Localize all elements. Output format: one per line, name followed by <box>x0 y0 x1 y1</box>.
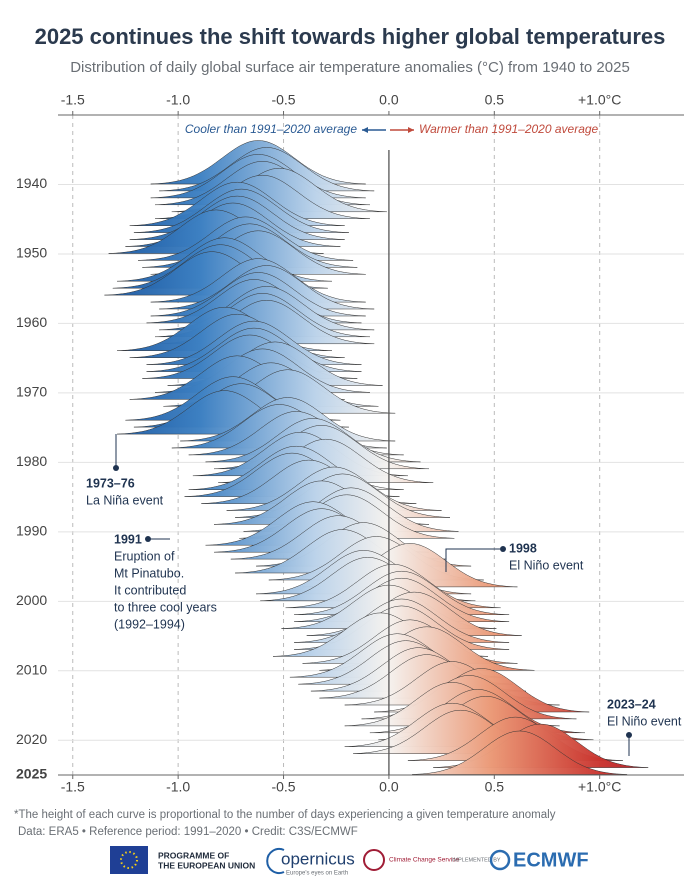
x-tick-label: -1.0 <box>166 92 190 108</box>
annotation-text: Mt Pinatubo. <box>114 566 184 580</box>
x-tick-label: 0.5 <box>485 779 505 795</box>
eu-text: THE EUROPEAN UNION <box>158 860 255 870</box>
x-tick-label: 0.0 <box>379 92 399 108</box>
annotation-title: 1998 <box>509 541 537 555</box>
chart-title: 2025 continues the shift towards higher … <box>35 24 666 49</box>
annotation-text: to three cool years <box>114 600 217 614</box>
source: Data: ERA5 • Reference period: 1991–2020… <box>18 826 358 838</box>
copernicus-sub: Europe's eyes on Earth <box>286 871 348 877</box>
annotation-text: El Niño event <box>607 714 682 728</box>
annotation-text: Eruption of <box>114 549 175 563</box>
annotation-title: 1991 <box>114 532 142 546</box>
y-tick-label: 1950 <box>16 245 47 261</box>
x-tick-label: +1.0°C <box>578 779 621 795</box>
ecmwf-text: ECMWF <box>513 849 589 871</box>
chart-subtitle: Distribution of daily global surface air… <box>70 59 630 76</box>
eu-stars <box>120 851 138 869</box>
annotation-title: 1973–76 <box>86 476 135 490</box>
footnote: *The height of each curve is proportiona… <box>14 809 556 821</box>
annotation-text: (1992–1994) <box>114 617 185 631</box>
eu-flag <box>110 846 148 874</box>
x-tick-label: +1.0°C <box>578 92 621 108</box>
y-tick-label: 2000 <box>16 592 47 608</box>
y-tick-label: 1970 <box>16 384 47 400</box>
annotation-leaders <box>115 434 630 756</box>
ridges <box>104 140 649 775</box>
axes: -1.5 -1.5 -1.0 -1.0 -0.5 -0.5 0.0 0.0 0.5 0.5 +1.0… <box>16 92 684 795</box>
y-tick-label: 2020 <box>16 731 47 747</box>
c3s-logo <box>363 849 385 871</box>
x-tick-label: -0.5 <box>271 779 295 795</box>
y-tick-label: 1940 <box>16 175 47 191</box>
x-tick-label: -1.5 <box>61 92 85 108</box>
warmer-label: Warmer than 1991–2020 average <box>419 122 599 136</box>
eu-text: PROGRAMME OF <box>158 850 229 860</box>
cooler-label: Cooler than 1991–2020 average <box>185 122 357 136</box>
y-tick-label: 2010 <box>16 661 47 677</box>
y-tick-label: 1980 <box>16 453 47 469</box>
x-tick-label: -1.5 <box>61 779 85 795</box>
x-tick-label: 0.0 <box>379 779 399 795</box>
annotation-text: El Niño event <box>509 558 584 572</box>
annotations: 1973–76 La Niña event 1991 Eruption of Mt Pi… <box>86 476 682 728</box>
copernicus-logo <box>266 848 285 874</box>
x-tick-label: -1.0 <box>166 779 190 795</box>
ecmwf-logo <box>489 849 511 871</box>
y-tick-label: 2025 <box>16 766 47 782</box>
ridge <box>412 730 628 775</box>
annotation-text: It contributed <box>114 583 186 597</box>
arrow-head <box>408 127 414 133</box>
y-tick-label: 1990 <box>16 523 47 539</box>
y-tick-label: 1960 <box>16 314 47 330</box>
arrow-head <box>362 127 368 133</box>
annotation-title: 2023–24 <box>607 697 656 711</box>
x-tick-label: -0.5 <box>271 92 295 108</box>
annotation-dots <box>113 465 632 738</box>
copernicus-text: opernicus <box>281 849 355 868</box>
x-tick-label: 0.5 <box>485 92 505 108</box>
implemented-text: IMPLEMENTED BY <box>452 857 501 863</box>
c3s-text: Climate Change Service <box>389 857 459 864</box>
annotation-text: La Niña event <box>86 493 164 507</box>
